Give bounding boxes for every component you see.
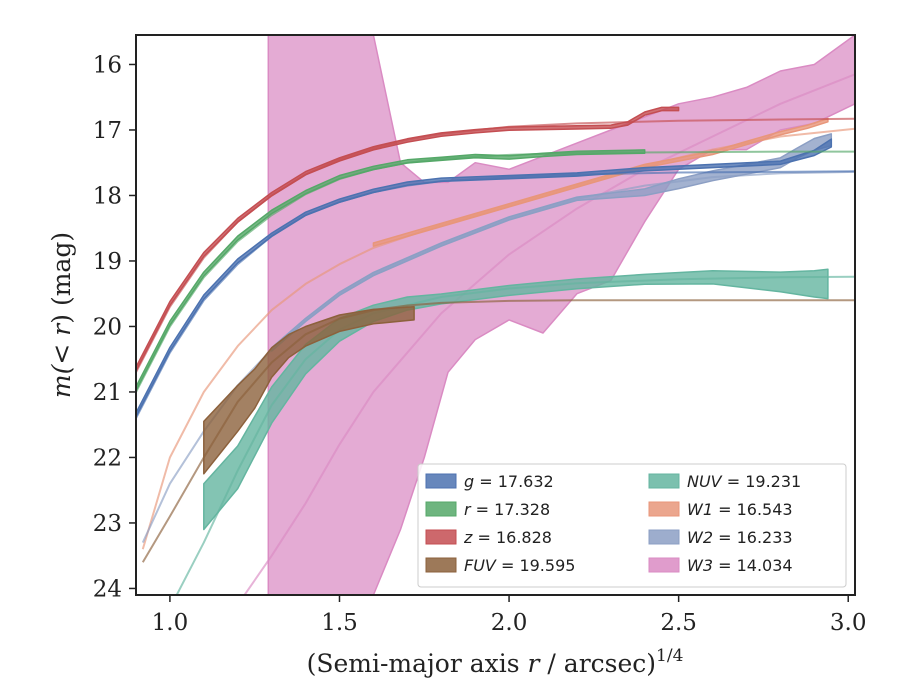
series-w1-model-curve	[141, 127, 855, 550]
legend-label-z: z = 16.828	[463, 528, 552, 547]
y-tick-label: 22	[93, 445, 122, 471]
y-axis-label: m(< r) (mag)	[47, 232, 76, 398]
y-tick-label: 19	[93, 249, 122, 275]
legend-swatch-fuv	[425, 557, 457, 573]
x-tick-label: 1.5	[321, 610, 358, 636]
legend-swatch-z	[425, 529, 457, 545]
series-fuv-profile-band	[203, 306, 415, 475]
legend-swatch-w3	[648, 557, 680, 573]
y-tick-label: 16	[93, 52, 122, 78]
y-tick-label: 21	[93, 380, 122, 406]
legend: g = 17.632 r = 17.328 z = 16.828 FUV = 19.5…	[417, 463, 847, 588]
x-axis-label: (Semi-major axis r / arcsec)1/4	[307, 646, 684, 678]
legend-box	[417, 463, 847, 588]
x-tick-label: 2.5	[660, 610, 697, 636]
x-tick-label: 2.0	[491, 610, 528, 636]
y-tick-label: 17	[93, 118, 122, 144]
legend-label-w3: W3 = 14.034	[687, 556, 793, 575]
plot-frame	[135, 34, 856, 596]
x-tick-label: 1.0	[152, 610, 189, 636]
series-w3-profile-band	[267, 35, 855, 595]
legend-label-r: r = 17.328	[464, 500, 550, 519]
x-tick-label: 3.0	[830, 610, 867, 636]
series-r-model-curve	[136, 150, 855, 393]
series-g-model-curve	[136, 170, 855, 419]
y-tick-label: 20	[93, 314, 122, 340]
legend-swatch-w2	[648, 529, 680, 545]
legend-swatch-r	[425, 501, 457, 517]
y-tick-label: 23	[93, 511, 122, 537]
series-nuv-profile-band	[203, 268, 829, 531]
legend-label-fuv: FUV = 19.595	[464, 556, 575, 575]
y-tick-label: 24	[93, 576, 122, 602]
series-w3-model-curve	[243, 73, 855, 595]
series-fuv-model-curve	[141, 299, 855, 563]
legend-swatch-g	[425, 473, 457, 489]
axes: 1.0 1.5 2.0 2.5 3.0 16 17 18 19 20 21 22 23 24	[93, 52, 867, 636]
legend-label-nuv: NUV = 19.231	[687, 472, 801, 491]
plot-area	[136, 35, 855, 595]
legend-label-g: g = 17.632	[464, 472, 554, 491]
legend-label-w1: W1 = 16.543	[687, 500, 793, 519]
legend-swatch-w1	[648, 501, 680, 517]
series-z-model-curve	[136, 117, 855, 373]
y-tick-label: 18	[93, 183, 122, 209]
legend-swatch-nuv	[648, 473, 680, 489]
legend-label-w2: W2 = 16.233	[687, 528, 793, 547]
